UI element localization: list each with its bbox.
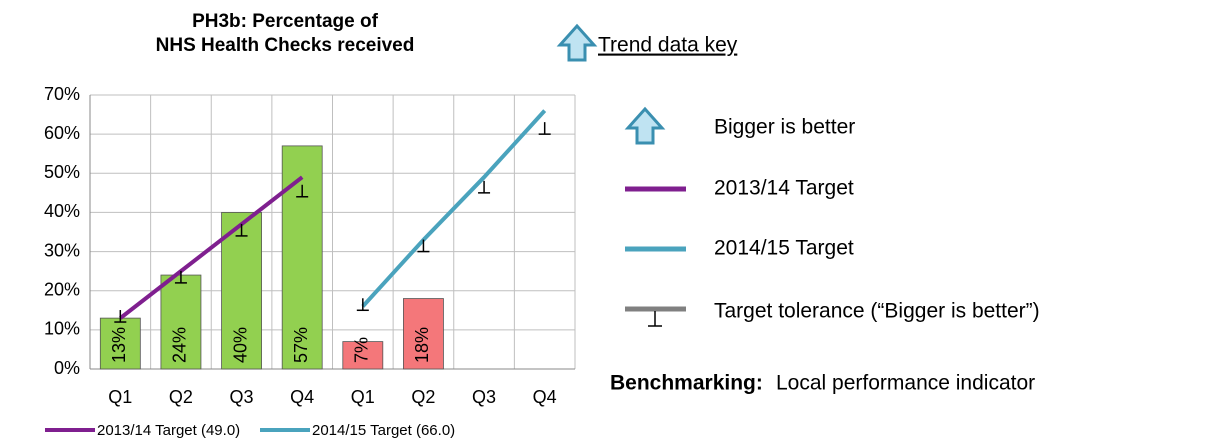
key-item: Bigger is better bbox=[714, 116, 855, 139]
key-item: 2013/14 Target bbox=[714, 177, 854, 200]
bar bbox=[99, 317, 141, 370]
x-tick-label: Q2 bbox=[411, 387, 435, 407]
data-label: 40% bbox=[230, 327, 250, 363]
benchmark-value: Local performance indicator bbox=[776, 372, 1035, 395]
x-tick-label: Q4 bbox=[290, 387, 314, 407]
key-item: Target tolerance (“Bigger is better”) bbox=[714, 300, 1040, 323]
target-line bbox=[119, 175, 304, 320]
x-tick-label: Q1 bbox=[351, 387, 375, 407]
key-item: 2014/15 Target bbox=[714, 237, 854, 260]
data-label: 24% bbox=[170, 327, 190, 363]
benchmark-label: Benchmarking: bbox=[610, 372, 763, 395]
bar bbox=[403, 298, 444, 370]
y-tick-label: 10% bbox=[44, 319, 80, 339]
target-line bbox=[361, 109, 547, 308]
chart-title: PH3b: Percentage of bbox=[192, 11, 378, 32]
y-tick-label: 30% bbox=[44, 240, 80, 260]
y-tick-label: 0% bbox=[54, 358, 80, 378]
chart-title: NHS Health Checks received bbox=[156, 35, 415, 56]
y-tick-label: 20% bbox=[44, 279, 80, 299]
x-tick-label: Q1 bbox=[108, 387, 132, 407]
data-label: 57% bbox=[291, 327, 311, 363]
key-title: Trend data key bbox=[598, 34, 738, 57]
data-label: 18% bbox=[412, 327, 432, 363]
x-tick-label: Q2 bbox=[169, 387, 193, 407]
data-label: 7% bbox=[352, 337, 372, 363]
arrow-icon bbox=[556, 23, 598, 62]
legend-label: 2013/14 Target (49.0) bbox=[97, 422, 240, 439]
x-tick-label: Q3 bbox=[230, 387, 254, 407]
y-tick-label: 50% bbox=[44, 162, 80, 182]
bar bbox=[342, 341, 384, 370]
y-tick-label: 60% bbox=[44, 123, 80, 143]
bar bbox=[221, 212, 262, 370]
legend-label: 2014/15 Target (66.0) bbox=[312, 422, 455, 439]
arrow-icon bbox=[624, 106, 666, 145]
bar bbox=[160, 274, 202, 370]
x-tick-label: Q4 bbox=[533, 387, 557, 407]
y-tick-label: 40% bbox=[44, 201, 80, 221]
data-label: 13% bbox=[109, 327, 129, 363]
y-tick-label: 70% bbox=[44, 84, 80, 104]
bar bbox=[281, 145, 323, 370]
x-tick-label: Q3 bbox=[472, 387, 496, 407]
